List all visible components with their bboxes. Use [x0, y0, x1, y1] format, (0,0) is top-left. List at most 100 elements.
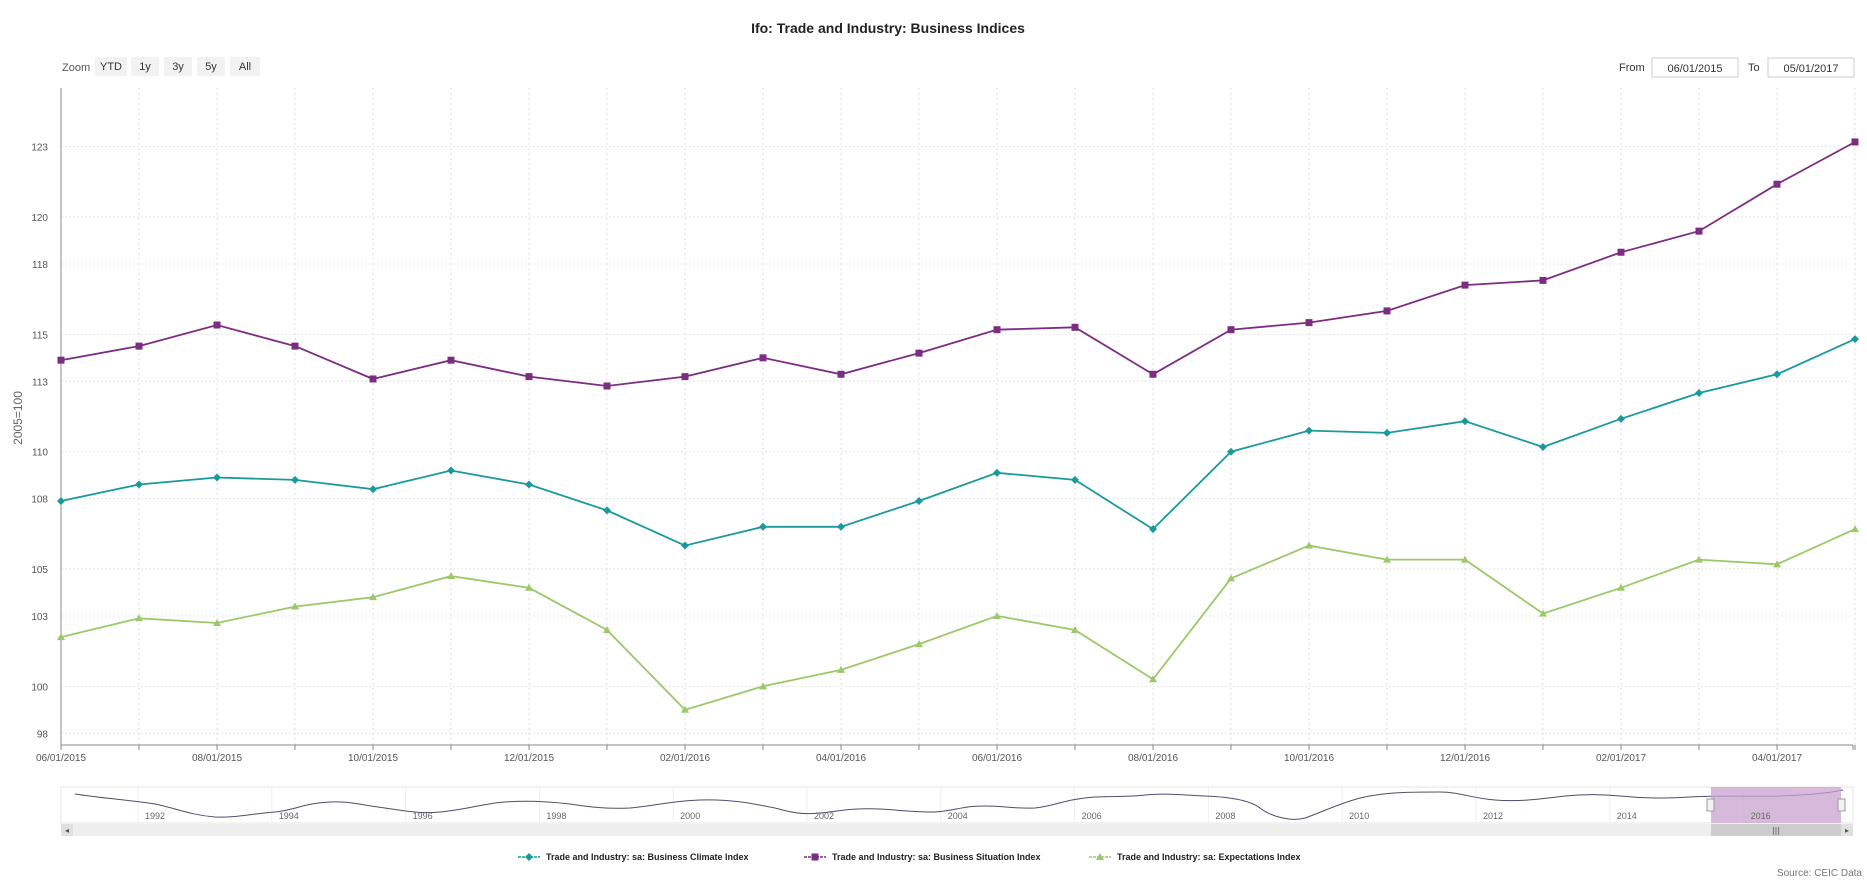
- legend-item-diamond[interactable]: Trade and Industry: sa: Business Climate…: [518, 852, 749, 862]
- navigator[interactable]: 1992 1994 1996 1998 2000 2002 2004 2006 2008 2010…: [60, 786, 1854, 824]
- navigator-right-handle[interactable]: [1837, 798, 1846, 812]
- data-point[interactable]: [759, 682, 767, 690]
- data-point[interactable]: [213, 321, 221, 329]
- data-point[interactable]: [447, 356, 455, 364]
- zoom-button-5y[interactable]: 5y: [197, 57, 225, 76]
- data-point[interactable]: [291, 342, 299, 350]
- data-point[interactable]: [1851, 138, 1859, 146]
- data-point[interactable]: [1539, 443, 1547, 452]
- data-point[interactable]: [1383, 307, 1391, 315]
- scrollbar-right-arrow-button[interactable]: [1841, 824, 1853, 836]
- zoom-button-all[interactable]: All: [230, 57, 260, 76]
- data-point[interactable]: [1227, 326, 1235, 334]
- data-point[interactable]: [1149, 675, 1157, 683]
- data-point[interactable]: [1305, 541, 1313, 549]
- navigator-left-handle[interactable]: [1706, 798, 1715, 812]
- data-point[interactable]: [525, 583, 533, 591]
- data-point[interactable]: [369, 485, 377, 494]
- data-point[interactable]: [1227, 574, 1235, 582]
- data-point[interactable]: [1539, 609, 1547, 617]
- data-point[interactable]: [837, 522, 845, 531]
- data-point[interactable]: [1695, 227, 1703, 235]
- data-point[interactable]: [837, 370, 845, 378]
- data-point[interactable]: [291, 602, 299, 610]
- x-tick-label: 10/01/2015: [348, 753, 398, 764]
- data-point[interactable]: [1461, 555, 1469, 563]
- zoom-button-ytd[interactable]: YTD: [95, 57, 127, 76]
- data-point[interactable]: [135, 614, 143, 622]
- data-point[interactable]: [57, 356, 65, 364]
- data-point[interactable]: [915, 496, 923, 505]
- data-point[interactable]: [1851, 335, 1859, 344]
- data-point[interactable]: [57, 633, 65, 641]
- data-point[interactable]: [681, 541, 689, 550]
- data-point[interactable]: [603, 506, 611, 515]
- data-point[interactable]: [993, 468, 1001, 477]
- data-point[interactable]: [681, 373, 689, 381]
- data-point[interactable]: [1383, 555, 1391, 563]
- data-point[interactable]: [447, 572, 455, 580]
- data-point[interactable]: [291, 475, 299, 484]
- navigator-selected-range[interactable]: [1711, 787, 1841, 823]
- zoom-button-3y[interactable]: 3y: [164, 57, 192, 76]
- data-point[interactable]: [915, 349, 923, 357]
- data-point[interactable]: [1383, 428, 1391, 437]
- to-input[interactable]: [1767, 57, 1855, 78]
- data-point[interactable]: [213, 618, 221, 626]
- data-point[interactable]: [1071, 323, 1079, 331]
- data-point[interactable]: [1539, 276, 1547, 284]
- data-point[interactable]: [213, 473, 221, 482]
- zoom-button-1y[interactable]: 1y: [131, 57, 159, 76]
- legend-item-triangle[interactable]: Trade and Industry: sa: Expectations Ind…: [1089, 852, 1301, 862]
- data-point[interactable]: [1773, 370, 1781, 379]
- data-point[interactable]: [1149, 525, 1157, 534]
- navigator-year-label: 2000: [680, 811, 700, 821]
- x-tick-label: 04/01/2017: [1752, 753, 1802, 764]
- data-point[interactable]: [1617, 583, 1625, 591]
- data-point[interactable]: [1305, 319, 1313, 327]
- data-point[interactable]: [603, 626, 611, 634]
- data-point[interactable]: [1851, 525, 1859, 533]
- data-point[interactable]: [681, 705, 689, 713]
- data-point[interactable]: [1617, 248, 1625, 256]
- data-point[interactable]: [1773, 180, 1781, 188]
- data-point[interactable]: [1695, 389, 1703, 398]
- data-point[interactable]: [993, 611, 1001, 619]
- navigator-year-label: 2004: [948, 811, 968, 821]
- legend: Trade and Industry: sa: Business Climate…: [518, 852, 1301, 862]
- data-point[interactable]: [759, 354, 767, 362]
- scrollbar-thumb[interactable]: [1711, 824, 1841, 836]
- data-point[interactable]: [1617, 414, 1625, 423]
- data-point[interactable]: [759, 522, 767, 531]
- data-point[interactable]: [369, 375, 377, 383]
- data-point[interactable]: [603, 382, 611, 390]
- legend-item-square[interactable]: Trade and Industry: sa: Business Situati…: [804, 852, 1041, 862]
- data-point[interactable]: [525, 480, 533, 489]
- data-point[interactable]: [1071, 626, 1079, 634]
- navigator-background: [60, 786, 1854, 824]
- data-point[interactable]: [1227, 447, 1235, 456]
- data-point[interactable]: [1461, 281, 1469, 289]
- data-point[interactable]: [1149, 370, 1157, 378]
- data-point[interactable]: [1305, 426, 1313, 435]
- data-point[interactable]: [993, 326, 1001, 334]
- data-point[interactable]: [1695, 555, 1703, 563]
- data-point[interactable]: [915, 640, 923, 648]
- scrollbar-left-arrow-button[interactable]: [61, 824, 73, 836]
- data-point[interactable]: [135, 342, 143, 350]
- data-point[interactable]: [135, 480, 143, 489]
- data-point[interactable]: [57, 496, 65, 505]
- data-point[interactable]: [1071, 475, 1079, 484]
- data-point[interactable]: [369, 593, 377, 601]
- x-tick-label: 02/01/2017: [1596, 753, 1646, 764]
- data-point[interactable]: [837, 665, 845, 673]
- data-point[interactable]: [1461, 417, 1469, 426]
- scrollbar[interactable]: ◂ ||| ▸: [61, 824, 1853, 836]
- range-selector: From 06/01/2015 To 05/01/2017: [1619, 57, 1855, 78]
- data-point[interactable]: [1773, 560, 1781, 568]
- data-point[interactable]: [447, 466, 455, 475]
- vertical-gridlines: [60, 88, 1856, 745]
- scrollbar-track[interactable]: [61, 824, 1853, 836]
- from-input[interactable]: [1651, 57, 1739, 78]
- data-point[interactable]: [525, 373, 533, 381]
